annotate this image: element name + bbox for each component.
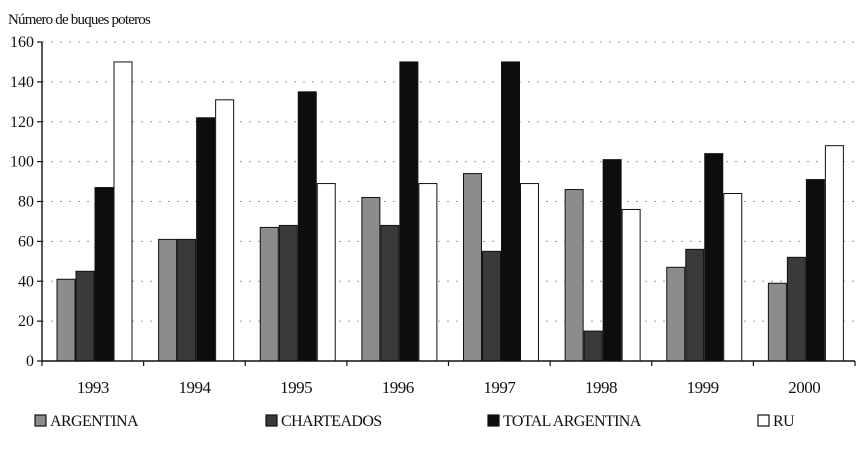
bar	[316, 183, 336, 362]
legend-label: RU	[773, 413, 795, 430]
x-tick-label: 1999	[687, 378, 719, 397]
bars	[56, 61, 844, 362]
bar	[259, 226, 279, 362]
y-tick-label: 40	[18, 273, 34, 290]
legend: ARGENTINA CHARTEADOS TOTAL ARGENTINA RU	[34, 413, 796, 430]
bar	[704, 153, 724, 362]
x-tick-label: 1994	[178, 378, 211, 397]
bar	[621, 208, 641, 362]
y-tick-label: 80	[18, 194, 34, 211]
legend-label: TOTAL ARGENTINA	[503, 413, 642, 430]
legend-swatch	[34, 414, 47, 427]
bar	[158, 238, 178, 362]
bar	[215, 99, 235, 362]
bar	[177, 238, 197, 362]
bar	[482, 250, 501, 362]
y-tick-label: 140	[10, 74, 34, 91]
bar	[380, 224, 400, 362]
bar	[824, 145, 844, 362]
bar	[685, 248, 705, 362]
bar	[501, 61, 520, 362]
x-tick-label: 1998	[585, 378, 617, 397]
bar	[297, 91, 317, 362]
y-tick-label: 160	[10, 34, 34, 51]
legend-swatch	[265, 414, 278, 427]
y-tick-label: 60	[18, 233, 34, 250]
bar	[196, 117, 216, 362]
bar	[723, 193, 743, 362]
bar	[278, 224, 298, 362]
bar	[805, 179, 825, 362]
y-tick-label: 20	[18, 313, 34, 330]
bar	[113, 61, 133, 362]
x-tick-label: 1995	[280, 378, 312, 397]
bar	[767, 282, 787, 362]
bar	[520, 183, 539, 362]
x-tick-label: 1993	[77, 378, 109, 397]
legend-label: CHARTEADOS	[281, 413, 382, 430]
y-tick-label: 100	[10, 154, 34, 171]
y-tick-label: 120	[10, 114, 34, 131]
legend-label: ARGENTINA	[50, 413, 139, 430]
bar	[666, 266, 686, 362]
bar	[75, 270, 95, 362]
bar	[94, 187, 114, 362]
bar	[583, 330, 603, 362]
bar	[56, 278, 76, 362]
legend-swatch	[487, 414, 500, 427]
y-tick-label: 0	[26, 353, 34, 370]
x-tick-label: 2000	[788, 378, 820, 397]
bar	[786, 256, 806, 362]
bar	[602, 159, 622, 362]
x-tick-label: 1997	[483, 378, 516, 397]
bar	[361, 197, 381, 362]
x-tick-label: 1996	[382, 378, 414, 397]
bar	[463, 173, 482, 362]
y-axis-label: Número de buques poteros	[8, 12, 151, 28]
axes: 0 20 40 60 80 100 120 140 160 1993 1994 1995 1996 199…	[10, 34, 856, 397]
bar	[399, 61, 419, 362]
legend-swatch	[757, 414, 770, 427]
bar	[418, 183, 438, 362]
bar	[564, 189, 584, 362]
